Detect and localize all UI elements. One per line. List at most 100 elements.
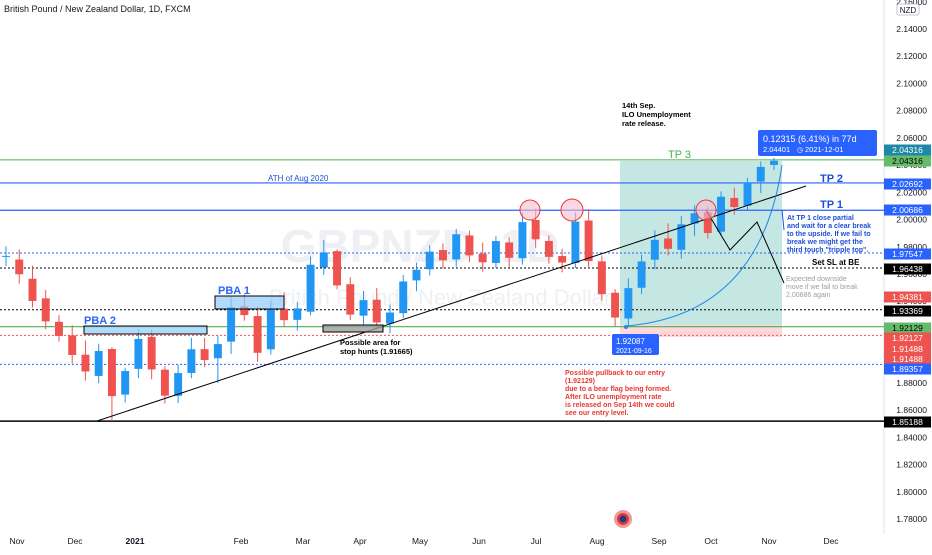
pba2-box[interactable] bbox=[83, 325, 208, 335]
price-label-text: 1.93369 bbox=[892, 306, 923, 316]
candle-body bbox=[624, 288, 633, 319]
x-tick-label: Nov bbox=[761, 536, 777, 546]
stop-hunt-line1: Possible area for bbox=[340, 338, 401, 347]
svg-text:due to a bear flag being forme: due to a bear flag being formed. bbox=[565, 386, 671, 393]
pba1-box[interactable] bbox=[214, 295, 285, 310]
measure-line1: 0.12315 (6.41%) in 77d bbox=[763, 134, 857, 144]
candle-body bbox=[68, 335, 77, 355]
price-label-text: 1.94381 bbox=[892, 292, 923, 302]
candle-body bbox=[121, 371, 130, 395]
candle-body bbox=[81, 354, 90, 372]
candle-body bbox=[452, 234, 461, 260]
pba1-label: PBA 1 bbox=[218, 285, 250, 297]
projection-curve[interactable] bbox=[625, 164, 783, 327]
event-line1: 14th Sep. bbox=[622, 101, 655, 110]
candle-body bbox=[571, 221, 580, 263]
svg-text:and wait for a clear break: and wait for a clear break bbox=[787, 223, 871, 230]
candle-body bbox=[425, 251, 434, 270]
expected-path[interactable] bbox=[705, 209, 785, 284]
candle-body bbox=[491, 241, 500, 263]
price-label-text: 1.91488 bbox=[892, 344, 923, 354]
svg-text:At TP 1 close partial: At TP 1 close partial bbox=[787, 215, 854, 222]
x-tick-label: Jun bbox=[472, 536, 486, 546]
economic-event-icon[interactable] bbox=[614, 510, 632, 528]
candle-body bbox=[611, 292, 620, 318]
candle-body bbox=[465, 235, 474, 256]
y-tick-label: 2.16000 bbox=[896, 0, 927, 7]
candle-body bbox=[306, 264, 315, 312]
price-label-box bbox=[884, 178, 931, 190]
candle-body bbox=[200, 349, 209, 361]
candle-body bbox=[597, 261, 606, 295]
candle-body bbox=[743, 182, 752, 206]
x-tick-label: Jul bbox=[531, 536, 542, 546]
y-tick-label: 1.80000 bbox=[896, 487, 927, 497]
y-tick-label: 1.98000 bbox=[896, 242, 927, 252]
tp2-label: TP 2 bbox=[820, 173, 843, 185]
price-label-box bbox=[884, 416, 931, 428]
target-zone bbox=[620, 161, 782, 325]
candle-body bbox=[677, 224, 686, 250]
price-label-box bbox=[884, 322, 931, 334]
x-tick-label: Aug bbox=[589, 536, 604, 546]
candles-layer bbox=[2, 157, 778, 422]
candle-body bbox=[478, 253, 487, 263]
y-tick-label: 2.08000 bbox=[896, 106, 927, 116]
measure-line3: 2021-12-01 bbox=[805, 145, 843, 154]
candle-body bbox=[54, 321, 63, 336]
candle-body bbox=[266, 309, 275, 350]
chart-title: British Pound / New Zealand Dollar, 1D, … bbox=[4, 4, 191, 14]
tp1-note: At TP 1 close partial and wait for a cle… bbox=[787, 215, 871, 254]
svg-text:third touch "tripple top".: third touch "tripple top". bbox=[787, 247, 868, 254]
candle-body bbox=[558, 256, 567, 263]
candle-body bbox=[399, 281, 408, 314]
candle-body bbox=[438, 250, 447, 261]
candle-body bbox=[637, 261, 646, 288]
x-tick-label: Dec bbox=[67, 536, 83, 546]
watermark-description: British Pound / New Zealand Dollar bbox=[269, 285, 611, 310]
price-label-text: 1.97547 bbox=[892, 249, 923, 259]
stop-hunt-box[interactable] bbox=[322, 324, 384, 333]
currency-label: NZD bbox=[900, 6, 917, 15]
y-tick-label: 2.00000 bbox=[896, 215, 927, 225]
stop-hunt-line2: stop hunts (1.91665) bbox=[340, 347, 413, 356]
axis-layer: 1.78000 1.80000 1.82000 1.84000 1.86000 1.880… bbox=[9, 0, 931, 546]
candle-body bbox=[15, 259, 24, 275]
x-tick-label: May bbox=[412, 536, 429, 546]
currency-badge[interactable] bbox=[896, 3, 920, 16]
ath-label: ATH of Aug 2020 bbox=[268, 174, 329, 183]
low-line2: 2021-09-16 bbox=[616, 348, 652, 355]
pullback-note: Possible pullback to our entry (1.92129)… bbox=[565, 370, 675, 417]
low-marker bbox=[624, 325, 628, 329]
trend-line[interactable] bbox=[96, 185, 807, 422]
y-tick-label: 2.10000 bbox=[896, 78, 927, 88]
x-tick-label: 2021 bbox=[126, 536, 145, 546]
y-tick-label: 1.78000 bbox=[896, 514, 927, 524]
tp1-label: TP 1 bbox=[820, 199, 843, 211]
candle-body bbox=[346, 284, 355, 315]
measure-tooltip[interactable] bbox=[758, 130, 877, 156]
candle-body bbox=[174, 373, 183, 396]
price-label-text: 2.02692 bbox=[892, 179, 923, 189]
price-axis[interactable] bbox=[884, 0, 932, 550]
svg-text:is released on Sep 14th we cou: is released on Sep 14th we could bbox=[565, 402, 675, 409]
candle-body bbox=[41, 298, 50, 322]
candle-body bbox=[664, 238, 673, 249]
candle-body bbox=[531, 219, 540, 240]
candle-body bbox=[386, 312, 394, 324]
price-label-text: 2.04316 bbox=[892, 145, 923, 155]
x-tick-label: Nov bbox=[9, 536, 25, 546]
x-tick-label: Dec bbox=[823, 536, 839, 546]
candle-body bbox=[147, 336, 156, 370]
x-tick-label: Sep bbox=[651, 536, 666, 546]
price-label-box bbox=[884, 204, 931, 216]
candle-body bbox=[107, 348, 116, 397]
candle-body bbox=[650, 239, 659, 260]
price-label-box bbox=[884, 332, 931, 344]
low-tooltip[interactable] bbox=[612, 334, 659, 355]
stop-zone bbox=[620, 325, 782, 337]
svg-text:After ILO unemployment rate: After ILO unemployment rate bbox=[565, 394, 662, 401]
candle-body bbox=[160, 369, 169, 396]
svg-text:break we might get the: break we might get the bbox=[787, 239, 863, 246]
